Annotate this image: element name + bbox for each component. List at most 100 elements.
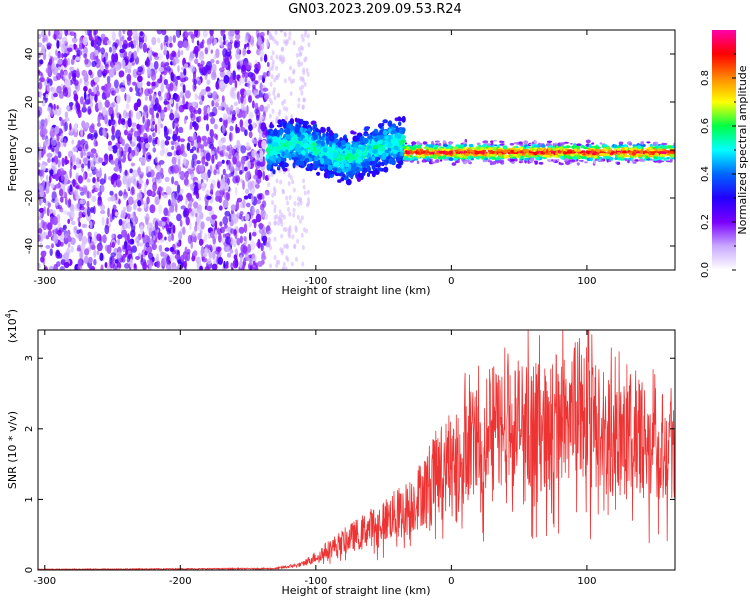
spectrogram-cell — [48, 52, 51, 60]
spectrogram-cell — [235, 161, 242, 168]
spectrogram-cell — [70, 105, 73, 110]
spectrogram-cell — [278, 109, 282, 115]
spectrogram-cell — [87, 160, 91, 170]
spectrogram-cell — [320, 140, 325, 147]
spectrogram-cell — [249, 35, 255, 45]
spectrogram-cell — [157, 90, 162, 97]
spectrogram-cell — [180, 143, 185, 152]
spectrogram-cell — [83, 79, 89, 87]
spectrogram-cell — [49, 169, 54, 175]
spectrogram-cell — [299, 61, 303, 67]
spectrogram-cell — [259, 115, 264, 121]
spectrogram-cell — [145, 118, 151, 128]
spectrogram-cell — [258, 74, 261, 83]
spectrogram-cell — [395, 163, 402, 169]
spectrogram-cell — [125, 249, 128, 256]
spectrogram-cell — [63, 261, 70, 269]
spectrogram-cell — [158, 191, 161, 200]
spectrogram-cell — [134, 33, 140, 38]
spectrogram-cell — [48, 30, 51, 37]
spectrogram-cell — [382, 119, 389, 124]
spectrogram-cell — [165, 186, 172, 196]
spectrogram-cell — [144, 95, 148, 101]
spectrogram-cell — [196, 40, 200, 46]
spectrogram-cell — [214, 229, 218, 240]
spectrogram-cell — [253, 67, 259, 74]
spectrogram-cell — [336, 148, 343, 152]
spectrogram-cell — [51, 243, 54, 249]
spectrogram-cell — [63, 53, 68, 58]
spectrogram-cell — [54, 183, 61, 189]
spectrogram-cell — [76, 68, 80, 78]
spectrogram-cell — [332, 167, 338, 172]
spectrogram-cell — [208, 111, 215, 118]
spectrogram-cell — [665, 160, 671, 163]
spectrogram-cell — [170, 71, 174, 82]
spectrogram-cell — [176, 242, 182, 247]
spectrogram-cell — [246, 42, 249, 48]
spectrogram-cell — [153, 104, 158, 112]
spectrogram-cell — [151, 81, 156, 87]
spectrogram-cell — [148, 134, 152, 143]
spectrogram-cell — [140, 141, 145, 150]
spectrogram-cell — [524, 148, 530, 152]
spectrogram-cell — [177, 65, 180, 73]
spectrogram-cell — [640, 141, 645, 145]
spectrogram-cell — [372, 148, 378, 154]
spectrogram-cell — [353, 152, 358, 159]
spectrogram-cell — [87, 237, 90, 245]
spectrogram-cell — [70, 246, 74, 253]
spectrogram-cell — [49, 208, 54, 215]
spectrogram-cell — [112, 66, 116, 73]
spectrogram-cell — [179, 71, 183, 80]
spectrogram-cell — [74, 122, 78, 133]
spectrogram-cell — [76, 49, 83, 57]
spectrogram-cell — [387, 142, 392, 148]
spectrogram-cell — [279, 129, 283, 136]
spectrogram-cell — [337, 179, 342, 183]
spectrogram-cell — [64, 196, 68, 206]
spectrogram-cell — [39, 59, 44, 65]
spectrogram-cell — [281, 100, 285, 106]
spectrogram-cell — [152, 181, 158, 192]
spectrogram-cell — [118, 190, 123, 197]
spectrogram-cell — [298, 160, 305, 166]
spectrogram-cell — [273, 208, 277, 214]
spectrogram-cell — [259, 104, 265, 112]
spectrogram-cell — [112, 204, 117, 211]
spectrogram-cell — [262, 87, 269, 92]
spectrogram-cells — [38, 30, 675, 270]
spectrogram-cell — [39, 77, 45, 83]
spectrogram-cell — [280, 120, 285, 125]
spectrogram-cell — [116, 261, 122, 270]
spectrogram-cell — [83, 172, 86, 181]
spectrogram-cell — [193, 71, 196, 80]
spectrogram-cell — [363, 133, 370, 137]
spectrogram-cell — [80, 127, 84, 138]
spectrogram-cell — [139, 31, 144, 37]
spectrogram-cell — [268, 71, 272, 77]
spectrogram-cell — [285, 116, 289, 122]
spectrogram-cell — [303, 190, 307, 196]
spectrogram-cell — [493, 144, 498, 147]
spectrogram-cell — [359, 172, 366, 176]
spectrogram-cell — [340, 177, 345, 182]
spectrogram-cell — [285, 244, 289, 250]
spectrogram-cell — [42, 145, 47, 155]
spectrogram-cell — [353, 162, 357, 169]
spectrogram-cell — [172, 224, 176, 234]
spectrogram-cell — [301, 104, 305, 110]
spectrogram-cell — [129, 86, 133, 93]
spectrogram-cell — [223, 148, 226, 156]
spectrogram-cell — [191, 158, 195, 169]
spectrogram-cell — [249, 258, 253, 266]
spectrogram-cell — [302, 138, 307, 145]
spectrogram-cell — [175, 78, 178, 87]
spectrogram-cell — [278, 56, 282, 62]
spectrogram-cell — [55, 49, 58, 56]
spectrogram-cell — [84, 99, 91, 105]
spectrogram-cell — [56, 58, 63, 65]
spectrogram-cell — [220, 30, 225, 37]
